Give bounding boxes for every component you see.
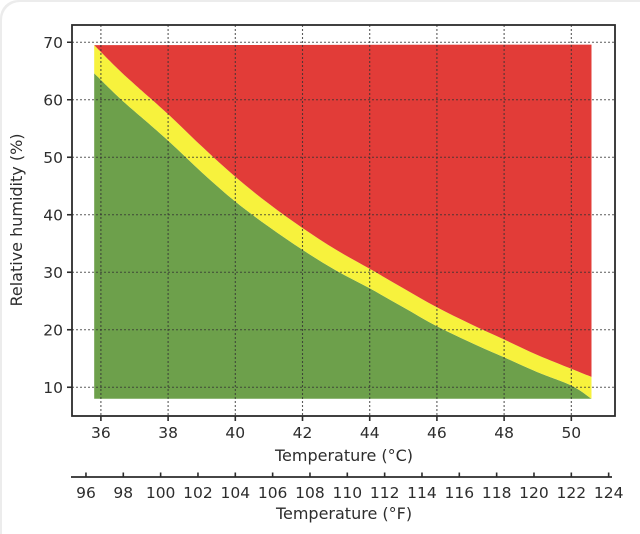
tick-marks — [67, 41, 610, 477]
x-tick-label-fahrenheit: 124 — [594, 484, 624, 502]
plot-border — [71, 24, 616, 417]
x-tick-label-fahrenheit: 104 — [221, 484, 251, 502]
x-tick-label-celsius: 36 — [91, 424, 111, 442]
y-tick-label: 40 — [43, 206, 63, 224]
safe-region-green — [94, 73, 592, 399]
x-tick-label-celsius: 46 — [427, 424, 447, 442]
x-tick-label-celsius: 44 — [360, 424, 380, 442]
x-tick-label-fahrenheit: 96 — [76, 484, 96, 502]
x-tick-label-celsius: 42 — [293, 424, 313, 442]
y-axis-label: Relative humidity (%) — [7, 133, 26, 306]
x-tick-label-fahrenheit: 122 — [557, 484, 587, 502]
grid-lines — [72, 25, 615, 416]
y-tick-label: 60 — [43, 91, 63, 109]
x-tick-label-fahrenheit: 98 — [113, 484, 133, 502]
x-tick-label-fahrenheit: 106 — [258, 484, 288, 502]
x-axis-label-fahrenheit: Temperature (°F) — [275, 504, 412, 523]
x-tick-label-fahrenheit: 112 — [370, 484, 400, 502]
x-tick-label-fahrenheit: 114 — [407, 484, 437, 502]
x-axis-label-celsius: Temperature (°C) — [274, 446, 413, 465]
x-tick-label-celsius: 50 — [561, 424, 581, 442]
y-tick-label: 20 — [43, 321, 63, 339]
tick-labels: 36 38 40 42 44 46 48 50 10 20 30 40 50 60 70 96 98 100 102… — [43, 34, 623, 502]
y-tick-label: 50 — [43, 149, 63, 167]
y-tick-label: 30 — [43, 264, 63, 282]
x-tick-label-fahrenheit: 102 — [183, 484, 213, 502]
x-tick-label-celsius: 40 — [225, 424, 245, 442]
x-tick-label-celsius: 48 — [494, 424, 514, 442]
caution-region-yellow — [94, 45, 592, 399]
x-tick-label-fahrenheit: 120 — [519, 484, 549, 502]
x-tick-label-fahrenheit: 100 — [146, 484, 176, 502]
y-tick-label: 10 — [43, 379, 63, 397]
x-tick-label-fahrenheit: 108 — [295, 484, 325, 502]
x-tick-label-fahrenheit: 116 — [445, 484, 475, 502]
colored-regions — [94, 44, 592, 399]
danger-region-red — [94, 44, 592, 377]
x-tick-label-fahrenheit: 118 — [482, 484, 512, 502]
x-tick-label-fahrenheit: 110 — [333, 484, 363, 502]
y-tick-label: 70 — [43, 34, 63, 52]
x-tick-label-celsius: 38 — [158, 424, 178, 442]
